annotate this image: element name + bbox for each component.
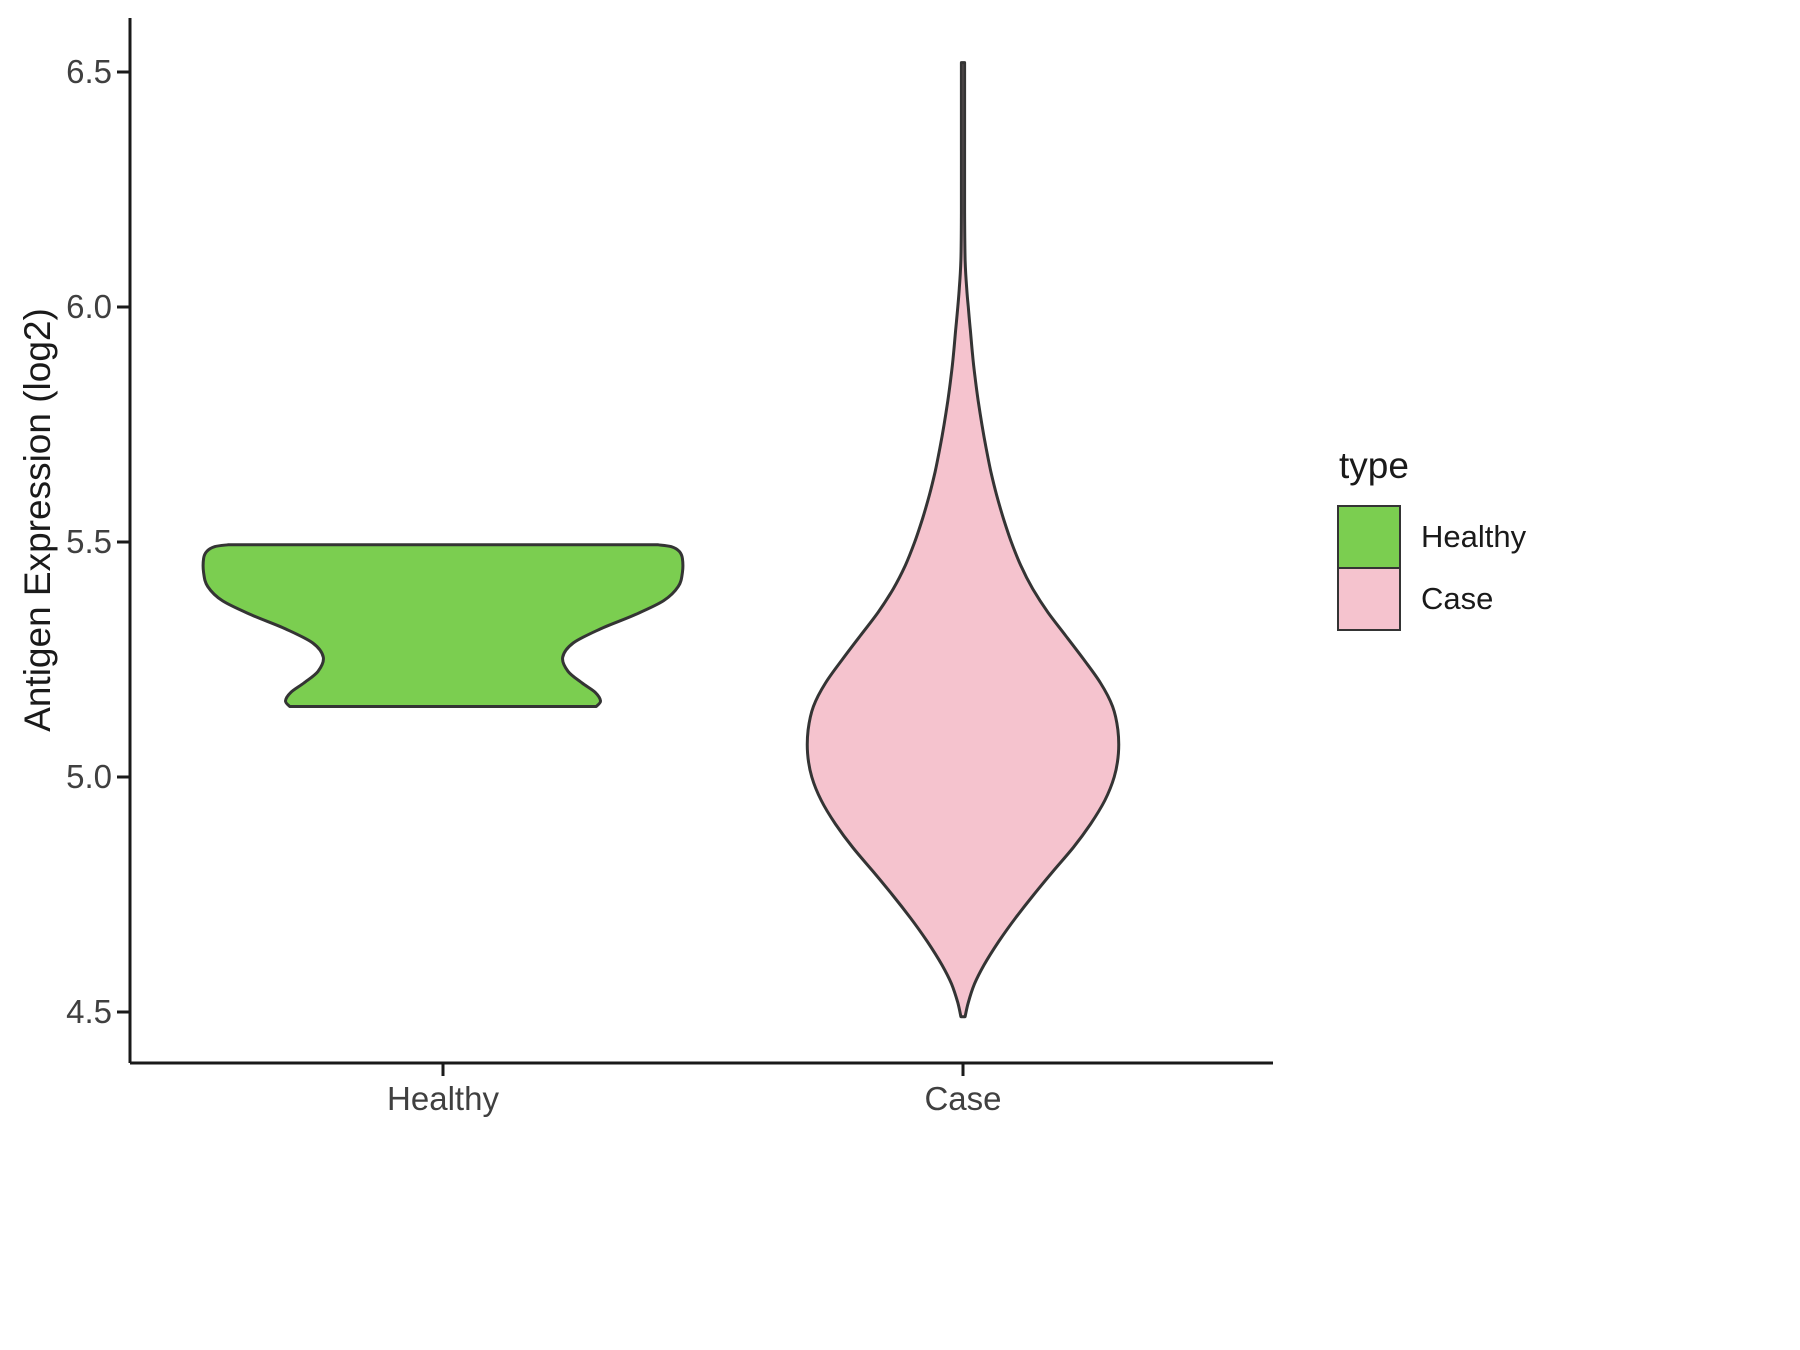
y-tick-label: 6.0 — [66, 288, 112, 325]
legend-swatch-case — [1337, 567, 1401, 631]
legend-title: type — [1339, 445, 1409, 486]
y-tick-label: 5.0 — [66, 758, 112, 795]
legend-entry-healthy: Healthy — [1337, 505, 1526, 569]
y-tick-label: 6.5 — [66, 53, 112, 90]
y-axis-title: Antigen Expression (log2) — [17, 308, 58, 732]
legend-label-healthy: Healthy — [1421, 519, 1527, 554]
y-tick-label: 4.5 — [66, 993, 112, 1030]
legend-label-case: Case — [1421, 581, 1494, 616]
legend: type Healthy Case — [1337, 445, 1526, 631]
x-tick-label-healthy: Healthy — [387, 1080, 499, 1117]
legend-swatch-healthy — [1337, 505, 1401, 569]
violin-case — [805, 61, 1121, 1019]
legend-entry-case: Case — [1337, 567, 1526, 631]
x-tick-label-case: Case — [924, 1080, 1002, 1117]
y-tick-label: 5.5 — [66, 523, 112, 560]
violin-healthy — [201, 543, 685, 708]
